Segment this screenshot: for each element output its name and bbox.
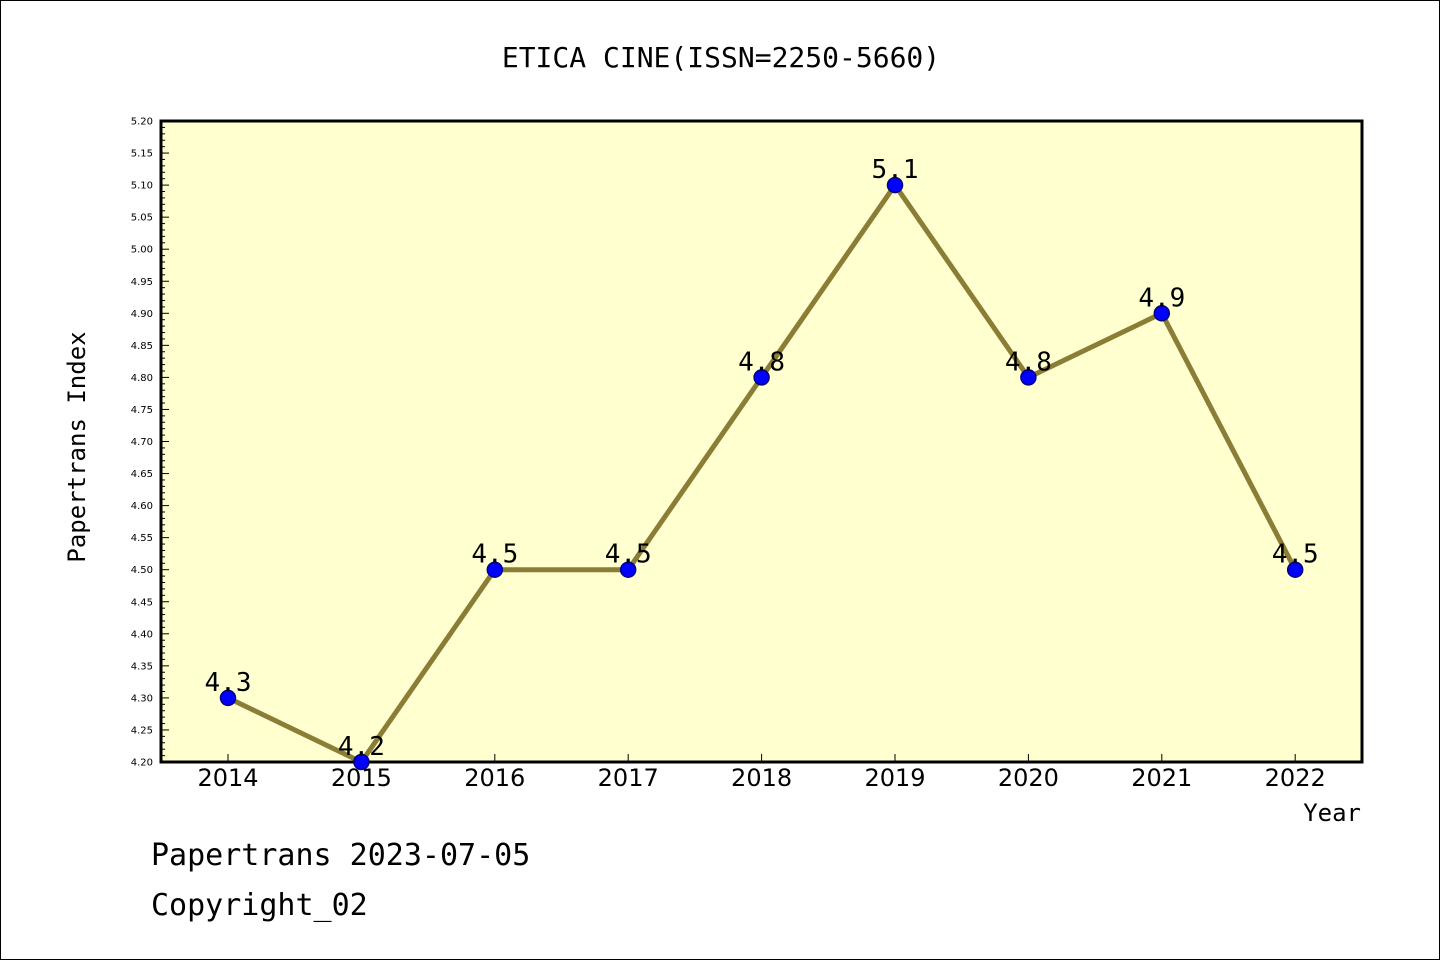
x-tick-label: 2016: [464, 764, 525, 792]
data-point: [619, 561, 637, 578]
y-tick-label: 5.00: [131, 245, 153, 256]
y-tick-label: 4.40: [131, 629, 153, 640]
x-axis-label: Year: [1303, 799, 1361, 827]
data-point: [219, 689, 237, 707]
y-tick-label: 4.45: [131, 597, 153, 608]
y-tick-label: 5.05: [131, 213, 153, 224]
x-tick-label: 2014: [197, 764, 258, 792]
plot-area: [159, 119, 1364, 764]
data-label: 4.8: [1005, 347, 1052, 377]
data-point: [1286, 561, 1304, 578]
y-tick-label: 4.35: [131, 661, 153, 672]
x-tick-label: 2019: [864, 764, 925, 792]
data-label: 4.2: [338, 732, 385, 762]
y-tick-label: 4.70: [131, 437, 153, 448]
x-tick-label: 2018: [731, 764, 792, 792]
y-tick-label: 4.90: [131, 309, 153, 320]
x-tick-label: 2022: [1265, 764, 1326, 792]
data-label: 4.5: [605, 540, 652, 570]
chart-title: ETICA CINE(ISSN=2250-5660): [502, 41, 940, 74]
y-tick-label: 4.75: [131, 405, 153, 416]
y-tick-label: 4.20: [131, 758, 153, 769]
y-tick-label: 4.95: [131, 277, 153, 288]
data-point: [753, 369, 770, 386]
y-axis-label: Papertrans Index: [63, 331, 91, 562]
data-point: [353, 753, 370, 771]
data-point: [486, 561, 504, 578]
data-point: [1020, 369, 1037, 386]
x-axis-ticks: 2014 2015 2016 2017 2018 2019 2020 2021 2022: [197, 754, 1326, 792]
data-point: [1153, 305, 1171, 322]
data-label: 4.9: [1138, 283, 1185, 313]
y-tick-label: 4.30: [131, 693, 153, 704]
data-label: 4.8: [738, 347, 785, 377]
y-tick-label: 4.50: [131, 565, 153, 576]
data-label: 5.1: [872, 155, 919, 185]
y-tick-label: 5.20: [131, 117, 153, 128]
footer-date: Papertrans 2023-07-05: [151, 838, 530, 873]
data-label: 4.3: [205, 668, 252, 698]
y-tick-label: 4.60: [131, 501, 153, 512]
footer-copyright: Copyright_02: [151, 888, 368, 923]
data-label: 4.5: [1272, 540, 1319, 570]
x-tick-label: 2020: [998, 764, 1059, 792]
y-tick-label: 5.10: [131, 181, 153, 192]
y-tick-label: 4.80: [131, 373, 153, 384]
y-tick-label: 4.85: [131, 341, 153, 352]
y-tick-label: 4.55: [131, 533, 153, 544]
y-tick-label: 4.65: [131, 469, 153, 480]
y-tick-label: 4.25: [131, 725, 153, 736]
series-group: [219, 176, 1304, 771]
data-label: 4.5: [471, 540, 518, 570]
x-tick-label: 2017: [598, 764, 659, 792]
data-labels-group: 4.3 4.2 4.5 4.5 4.8 5.1 4.8 4.9 4.5: [205, 155, 1319, 762]
y-tick-label: 5.15: [131, 149, 153, 160]
data-point: [886, 176, 904, 194]
y-axis-ticks: 4.20 4.25 4.30 4.35 4.40 4.45 4.50 4.55 4.60 4.65…: [131, 117, 169, 769]
x-tick-label: 2021: [1131, 764, 1192, 792]
